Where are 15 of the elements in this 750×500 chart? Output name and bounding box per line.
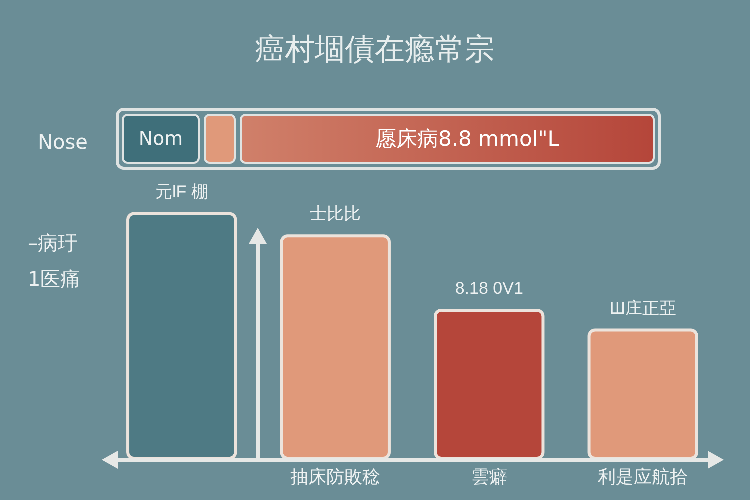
bar: [280, 234, 391, 460]
x-tick-label: 雲癖: [471, 467, 508, 487]
x-tick-label: 利是应航拾: [598, 467, 688, 487]
annotation: 8.18 0V1: [455, 278, 524, 298]
bar: [126, 212, 238, 460]
x-tick-label: 抽床防敗稔: [290, 467, 381, 487]
bar: [588, 328, 698, 460]
annotation: 士比比: [310, 204, 362, 224]
chart-title: 癌村堌債在瘾常宗: [255, 34, 495, 66]
range-strip: Nom 愿床病8.8 mmol"L: [116, 108, 661, 170]
y-axis-title: –病玗 1医痛: [28, 230, 81, 293]
annotation: Ш庄正亞: [610, 298, 676, 318]
annotation: 元lF 棚: [155, 182, 208, 202]
text: Nose: [38, 130, 88, 154]
bar: [434, 308, 545, 460]
